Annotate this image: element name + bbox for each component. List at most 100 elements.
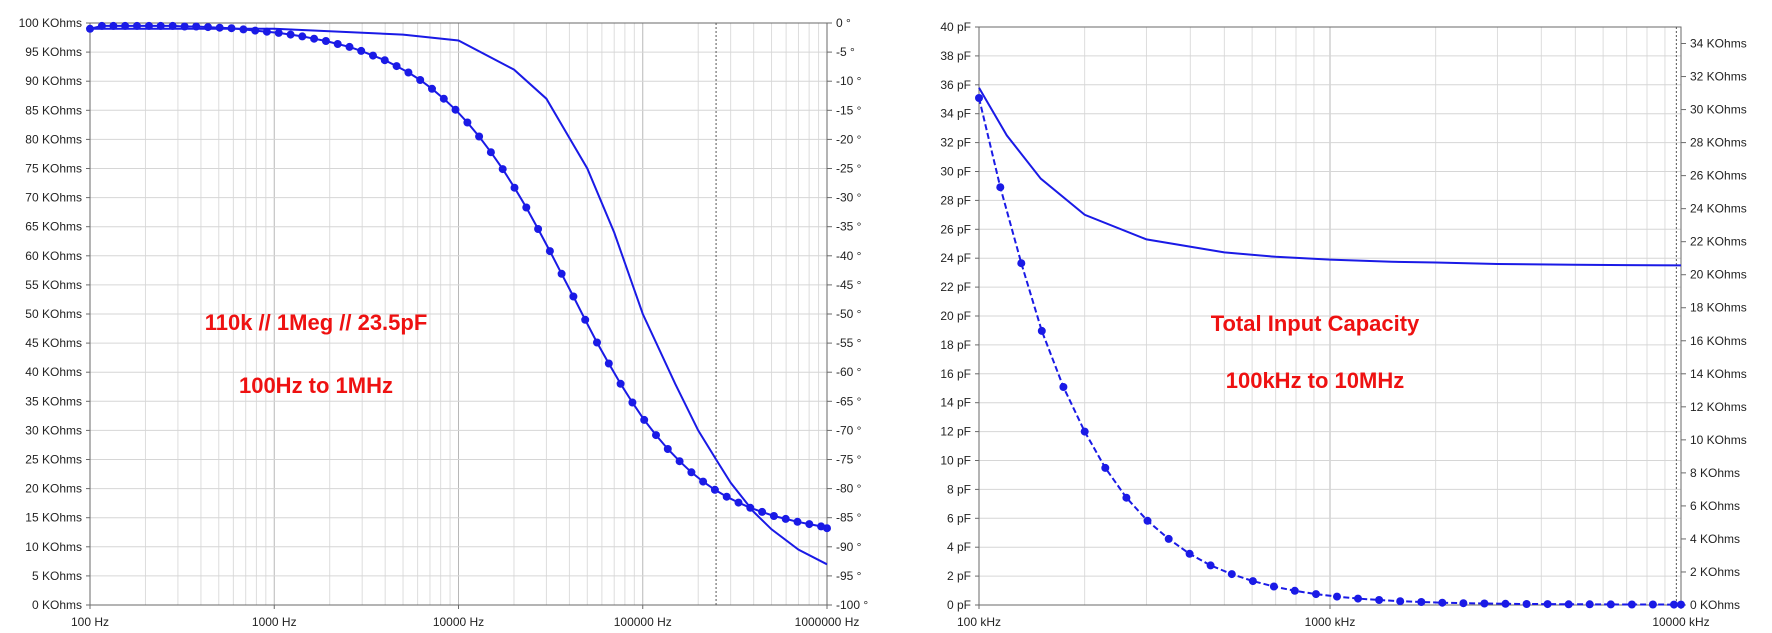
series-point <box>1670 600 1678 609</box>
series-point <box>274 28 283 37</box>
y-right-tick-label: -10 ° <box>836 74 862 88</box>
left-annotation-title: 110k // 1Meg // 23.5pF <box>205 310 428 335</box>
y-left-tick-label: 35 KOhms <box>25 394 82 408</box>
y-right-tick-label: 24 KOhms <box>1690 202 1747 216</box>
series-point <box>1627 600 1636 609</box>
series-point <box>1101 463 1110 472</box>
y-right-tick-label: -100 ° <box>836 598 868 612</box>
x-tick-label: 1000 Hz <box>252 615 297 629</box>
y-right-tick-label: -55 ° <box>836 336 862 350</box>
x-tick-label: 100 Hz <box>71 615 109 629</box>
y-left-tick-label: 26 pF <box>940 222 971 236</box>
series-point <box>215 23 224 32</box>
series-point <box>1312 590 1320 599</box>
series-point <box>1269 582 1278 591</box>
y-right-tick-label: 8 KOhms <box>1690 466 1740 480</box>
series-point <box>204 23 212 32</box>
y-left-tick-label: 16 pF <box>940 367 971 381</box>
series-point <box>710 485 719 494</box>
y-left-tick-label: 70 KOhms <box>25 191 82 205</box>
y-left-tick-label: 40 pF <box>940 20 971 34</box>
series-point <box>569 292 578 301</box>
impedance-phase-chart: 0 KOhms 5 KOhms 10 KOhms 15 KOhms 20 KOhms 25… <box>19 16 869 629</box>
series-point <box>416 76 425 84</box>
y-right-tick-label: 34 KOhms <box>1690 37 1747 51</box>
y-left-tick-label: 28 pF <box>940 193 971 207</box>
series-point <box>428 84 436 93</box>
y-right-tick-label: 28 KOhms <box>1690 136 1747 150</box>
x-tick-label: 100000 Hz <box>614 615 672 629</box>
left-chart-grid <box>89 22 827 606</box>
y-right-tick-label: 18 KOhms <box>1690 301 1747 315</box>
left-annotation-range: 100Hz to 1MHz <box>239 373 393 398</box>
series-point <box>1501 599 1510 608</box>
y-left-tick-label: 40 KOhms <box>25 365 82 379</box>
series-point <box>628 398 637 407</box>
series-point <box>593 338 601 347</box>
y-right-tick-label: 0 ° <box>836 16 851 30</box>
series-point <box>652 431 660 440</box>
series-point <box>463 118 472 127</box>
series-point <box>1248 577 1257 586</box>
y-right-tick-label: 2 KOhms <box>1690 565 1740 579</box>
x-tick-label: 1000000 Hz <box>795 615 860 629</box>
y-right-tick-label: -25 ° <box>836 162 862 176</box>
y-right-tick-label: -95 ° <box>836 569 862 583</box>
y-left-tick-label: 100 KOhms <box>19 16 82 30</box>
series-point <box>1459 599 1468 608</box>
series-point <box>1564 600 1573 609</box>
series-point <box>557 269 566 278</box>
y-right-tick-label: -40 ° <box>836 249 862 263</box>
series-point <box>769 512 778 520</box>
series-point <box>1080 427 1089 436</box>
y-right-tick-label: 4 KOhms <box>1690 532 1740 546</box>
y-right-tick-label: -5 ° <box>836 45 855 59</box>
series-point <box>1037 326 1046 335</box>
series-point <box>1438 598 1447 607</box>
series-point <box>345 42 354 51</box>
y-left-tick-label: 2 pF <box>947 569 971 583</box>
y-left-tick-label: 80 KOhms <box>25 132 82 146</box>
series-point <box>687 468 696 477</box>
series-point <box>1396 597 1405 606</box>
series-point <box>321 37 330 45</box>
input-capacity-chart: 0 pF 2 pF 4 pF 6 pF 8 pF 10 pF 12 pF 14 pF 16 pF… <box>940 20 1746 629</box>
series-point <box>1017 259 1026 268</box>
series-point <box>109 21 118 30</box>
y-right-tick-label: -85 ° <box>836 511 862 525</box>
y-right-tick-label: 0 KOhms <box>1690 598 1740 612</box>
series-point <box>1185 549 1194 558</box>
series-point <box>1143 516 1152 525</box>
x-tick-label: 10000 Hz <box>433 615 484 629</box>
series-point <box>133 21 141 30</box>
y-right-tick-label: -75 ° <box>836 453 862 467</box>
series-point <box>156 21 165 30</box>
series-point <box>510 183 519 192</box>
series-point <box>369 51 377 60</box>
y-left-tick-label: 5 KOhms <box>32 569 82 583</box>
series-point <box>545 247 554 256</box>
y-right-tick-label: 6 KOhms <box>1690 499 1740 513</box>
y-left-tick-label: 18 pF <box>940 338 971 352</box>
y-left-tick-label: 10 pF <box>940 454 971 468</box>
y-left-tick-label: 55 KOhms <box>25 278 82 292</box>
series-point <box>227 24 236 33</box>
y-left-tick-label: 4 pF <box>947 540 971 554</box>
series-point <box>121 21 130 30</box>
series-point <box>1480 599 1489 608</box>
series-point <box>675 457 684 466</box>
series-point <box>640 415 649 424</box>
y-left-tick-label: 32 pF <box>940 136 971 150</box>
x-tick-label: 100 kHz <box>957 615 1001 629</box>
series-point <box>1522 600 1531 608</box>
series-point <box>1333 592 1341 601</box>
y-left-tick-label: 8 pF <box>947 482 971 496</box>
y-left-tick-label: 22 pF <box>940 280 971 294</box>
series-point <box>734 498 743 507</box>
series-point <box>1375 596 1384 604</box>
y-left-tick-label: 65 KOhms <box>25 220 82 234</box>
series-point <box>286 30 295 39</box>
y-right-tick-label: -50 ° <box>836 307 862 321</box>
series-point <box>310 34 319 43</box>
right-annotation-title: Total Input Capacity <box>1211 311 1420 336</box>
